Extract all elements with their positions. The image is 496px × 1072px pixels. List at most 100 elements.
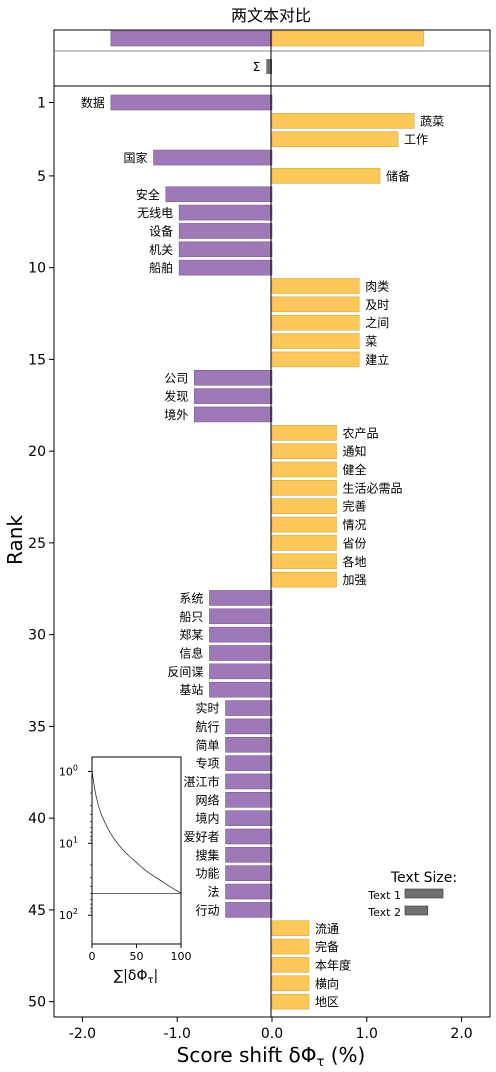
word-bar: [209, 645, 273, 661]
word-label: 法: [208, 885, 220, 899]
x-tick-label: 1.0: [356, 1026, 378, 1042]
x-axis-label-main: Score shift δΦ: [177, 1043, 317, 1067]
word-label: 健全: [342, 462, 366, 477]
word-label: 简单: [196, 738, 220, 752]
word-bar: [271, 424, 337, 441]
word-label: 湛江市: [184, 774, 220, 789]
word-bar: [209, 590, 273, 606]
word-label: 菜: [365, 335, 377, 349]
word-label: 发现: [164, 389, 188, 404]
word-label: 船只: [179, 610, 203, 624]
word-bar: [225, 736, 273, 753]
word-bar: [225, 700, 273, 716]
word-label: 蔬菜: [420, 114, 444, 128]
legend-entry-label: Text 1: [367, 889, 401, 902]
legend-entry-label: Text 2: [367, 906, 401, 919]
word-bar: [271, 975, 310, 992]
inset-frame: [91, 756, 182, 945]
word-label: 本年度: [315, 957, 351, 972]
word-label: 及时: [365, 298, 389, 312]
sigma-label: Σ: [253, 60, 261, 74]
word-bar: [271, 168, 381, 184]
word-label: 横向: [315, 976, 339, 991]
word-bar: [225, 902, 273, 918]
legend-size-bar: [404, 888, 444, 899]
word-label: 公司: [164, 371, 188, 385]
word-bar: [225, 773, 273, 790]
word-bar: [193, 388, 273, 404]
word-bar: [271, 296, 360, 313]
word-label: 之间: [365, 316, 389, 330]
word-label: 信息: [179, 646, 203, 661]
y-tick-label: 10: [28, 261, 46, 277]
word-bar: [271, 314, 360, 331]
y-tick-label: 20: [28, 444, 46, 460]
word-label: 数据: [81, 95, 105, 110]
word-label: 网络: [196, 792, 220, 807]
word-label: 通知: [342, 445, 366, 459]
word-label: 肉类: [365, 280, 389, 294]
word-bar: [165, 186, 273, 203]
word-bar: [209, 681, 273, 698]
word-bar: [225, 865, 273, 882]
word-label: 专项: [196, 756, 220, 771]
word-bar: [178, 241, 273, 258]
y-axis-label: Rank: [3, 515, 27, 565]
word-bar: [271, 461, 337, 478]
y-tick-label: 30: [28, 628, 46, 644]
inset-y-tick-exponent: 2: [73, 907, 78, 916]
inset-y-tick-exponent: 1: [73, 835, 78, 844]
x-axis-label: Score shift δΦτ (%): [177, 1043, 366, 1070]
word-bar: [271, 938, 310, 955]
legend-title: Text Size:: [390, 870, 457, 886]
x-tick-label: -2.0: [69, 1026, 96, 1042]
inset-y-tick-label: 102: [59, 907, 78, 922]
x-tick-label: -1.0: [164, 1026, 191, 1042]
word-bar: [271, 333, 360, 349]
word-label: 设备: [149, 224, 173, 238]
word-bar: [209, 608, 273, 625]
word-label: 无线电: [137, 206, 173, 220]
word-label: 农产品: [342, 426, 378, 440]
inset-x-tick-label: 0: [89, 950, 96, 963]
x-tick-label: 2.0: [450, 1026, 472, 1042]
word-bar: [225, 828, 273, 845]
word-bar: [271, 920, 310, 937]
word-bar: [271, 516, 337, 533]
word-label: 反间谍: [167, 665, 203, 679]
word-bar: [271, 498, 337, 515]
word-bar: [153, 149, 273, 166]
inset-y-tick-exponent: 0: [73, 763, 78, 772]
word-label: 搜集: [196, 847, 220, 862]
word-label: 加强: [342, 573, 366, 587]
inset-x-tick-label: 100: [171, 950, 192, 963]
word-bar: [271, 113, 415, 129]
word-bar: [271, 351, 360, 368]
word-bar: [271, 993, 310, 1010]
x-axis-label-sub: τ: [317, 1055, 325, 1070]
word-label: 航行: [196, 719, 220, 734]
word-bars: 数据蔬菜工作国家储备安全无线电设备机关船舶肉类及时之间菜建立公司发现境外农产品通…: [81, 94, 444, 1010]
word-label: 郑某: [179, 627, 203, 642]
inset-x-label-main: ∑|δΦ: [114, 968, 148, 984]
inset-background: [92, 757, 181, 944]
inset-y-tick-label: 100: [59, 763, 78, 778]
word-bar: [271, 957, 310, 973]
inset-x-label-end: |: [154, 968, 159, 984]
y-tick-label: 50: [28, 995, 46, 1011]
word-label: 地区: [315, 995, 339, 1009]
word-bar: [225, 883, 273, 900]
summary-bar-text2: [271, 30, 424, 47]
word-label: 船舶: [149, 260, 173, 275]
word-bar: [271, 571, 337, 588]
y-tick-label: 5: [37, 169, 46, 185]
word-label: 省份: [342, 536, 366, 550]
y-tick-label: 1: [37, 96, 46, 112]
word-label: 爱好者: [184, 830, 220, 844]
word-bar: [271, 278, 360, 294]
word-bar: [225, 791, 273, 808]
word-label: 实时: [196, 701, 220, 716]
word-bar: [271, 443, 337, 459]
